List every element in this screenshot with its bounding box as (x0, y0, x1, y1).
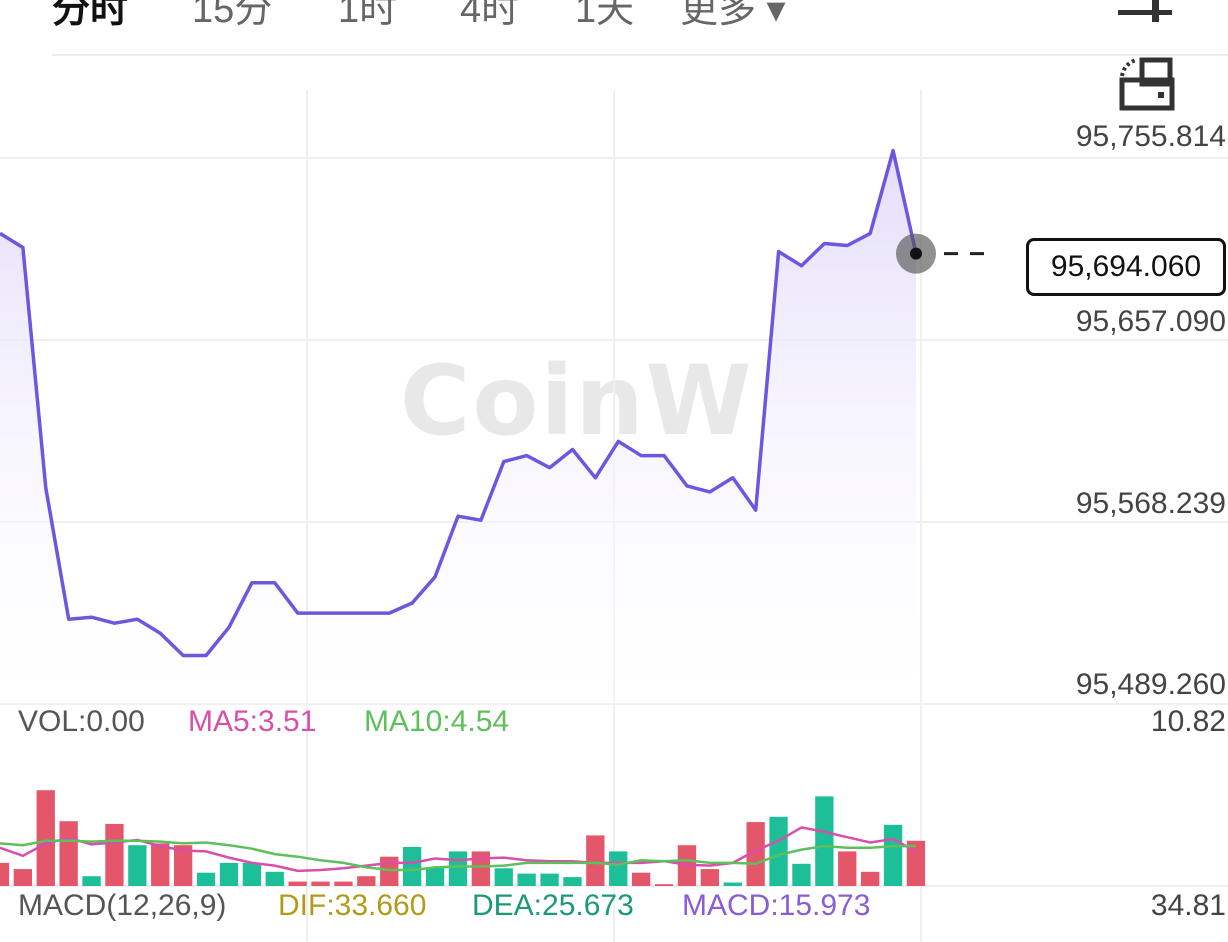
volume-bar (861, 871, 880, 886)
volume-bar (36, 790, 55, 886)
volume-bar (746, 822, 765, 886)
watermark-logo: CoinW (400, 345, 754, 457)
volume-bar (0, 862, 10, 886)
volume-bar (311, 881, 330, 886)
volume-bar (82, 876, 101, 886)
landscape-rotate-icon[interactable] (1118, 56, 1176, 112)
current-price-marker (896, 233, 990, 274)
price-axis-label: 95,568.239 (1075, 487, 1226, 520)
tab-4h[interactable]: 4时 (460, 0, 520, 31)
volume-bar (219, 862, 239, 886)
volume-bar (13, 869, 32, 886)
price-line (0, 148, 918, 658)
volume-max-label: 10.82 (1150, 705, 1226, 738)
tabs-divider (52, 54, 1228, 56)
volume-bar (586, 835, 605, 886)
tab-1d[interactable]: 1天 (575, 0, 635, 31)
volume-bar (174, 845, 193, 886)
vol-legend: VOL:0.00 (18, 705, 145, 738)
tab-time-share[interactable]: 分时 (52, 0, 129, 31)
price-axis-label: 95,489.260 (1075, 668, 1226, 701)
watermark-text: CoinW (400, 345, 754, 457)
ma5-line (0, 826, 917, 873)
sliders-icon[interactable] (1118, 0, 1176, 24)
tab-1h[interactable]: 1时 (338, 0, 398, 31)
volume-bar (838, 851, 857, 886)
volume-bar (906, 840, 926, 886)
ma5-legend: MA5:3.51 (188, 705, 317, 738)
volume-bar (517, 873, 536, 886)
volume-bar (380, 856, 399, 886)
volume-bar (700, 869, 719, 886)
volume-bar (265, 871, 284, 886)
volume-bar (334, 881, 353, 886)
volume-bar (792, 863, 811, 886)
price-axis-label: 95,657.090 (1075, 305, 1226, 338)
volume-bar (151, 843, 170, 886)
volume-bar (425, 867, 445, 886)
macd-legend: MACD:15.973 (682, 889, 871, 922)
price-area-fill (0, 150, 916, 705)
interval-tabs: 分时 15分 1时 4时 1天 更多 ▾ (0, 0, 1228, 56)
volume-bar (632, 872, 651, 886)
dea-legend: DEA:25.673 (472, 889, 634, 922)
ma10-line (0, 839, 916, 872)
volume-bar (196, 872, 216, 886)
current-price-box: 95,694.060 (1026, 238, 1226, 296)
dif-legend: DIF:33.660 (278, 889, 427, 922)
price-axis-label: 95,755.814 (1075, 120, 1226, 153)
volume-bar (128, 845, 147, 886)
volume-bar (59, 821, 78, 886)
volume-bar (357, 876, 376, 886)
volume-bar (471, 851, 490, 886)
volume-bar (815, 796, 834, 886)
volume-bar (883, 824, 903, 886)
tab-more[interactable]: 更多 ▾ (680, 0, 786, 31)
macd-max-label: 34.81 (1150, 889, 1226, 922)
volume-bar (769, 816, 788, 886)
volume-bar (723, 882, 742, 886)
volume-bar (403, 847, 422, 886)
volume-bar (448, 851, 468, 886)
volume-bar (288, 881, 307, 886)
volume-bar (563, 877, 582, 886)
macd-title: MACD(12,26,9) (18, 889, 227, 922)
volume-bar (654, 884, 674, 886)
volume-bar (242, 862, 261, 886)
tab-15min[interactable]: 15分 (192, 0, 273, 31)
volume-bars (0, 790, 926, 886)
volume-bar (494, 868, 513, 886)
volume-bar (540, 873, 559, 886)
ma10-legend: MA10:4.54 (364, 705, 510, 738)
volume-bar (105, 823, 124, 886)
volume-bar (609, 851, 628, 886)
current-point-dot (910, 247, 922, 260)
